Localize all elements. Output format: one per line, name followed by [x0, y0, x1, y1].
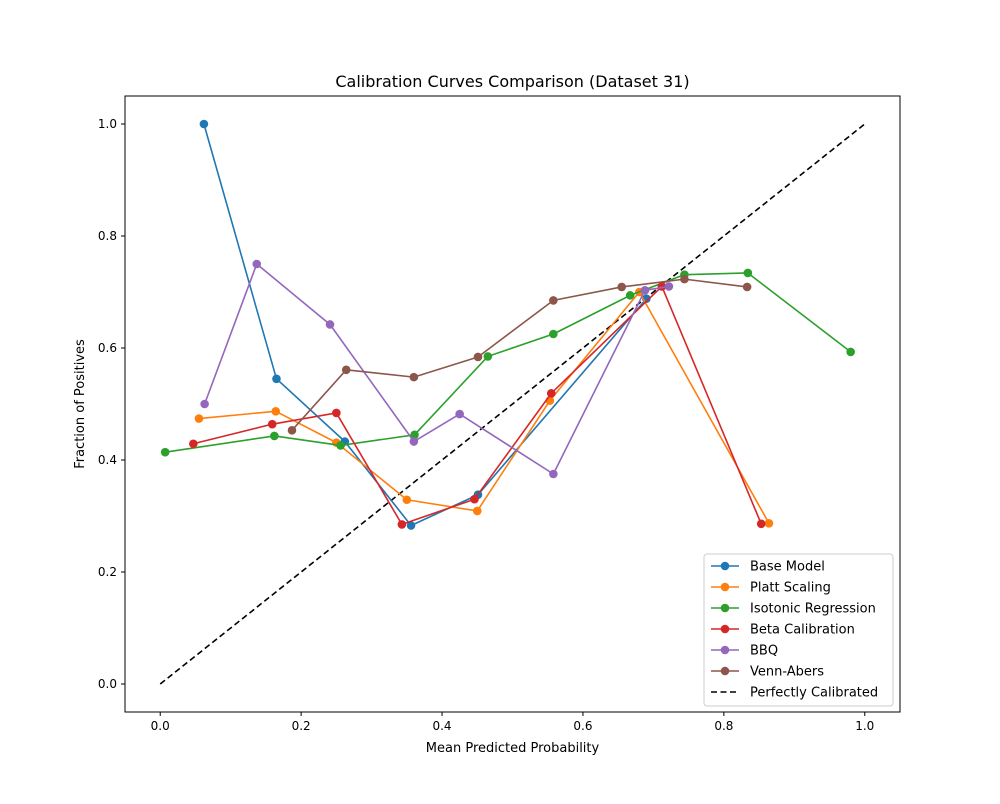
legend-label-isotonic-regression: Isotonic Regression	[750, 602, 876, 617]
x-axis-label: Mean Predicted Probability	[426, 741, 600, 756]
beta-calibration-point	[267, 419, 277, 429]
venn-abers-point	[473, 352, 483, 362]
isotonic-regression-point	[743, 268, 753, 278]
beta-calibration-point	[756, 519, 766, 529]
isotonic-regression-line	[165, 272, 852, 453]
platt-scaling-point	[764, 518, 774, 528]
legend-label-platt-scaling: Platt Scaling	[750, 581, 831, 596]
x-tick-label: 0.2	[292, 719, 311, 733]
beta-calibration-point	[546, 389, 556, 398]
isotonic-regression-point	[483, 352, 493, 361]
base-model-point	[272, 374, 281, 384]
platt-scaling-line	[198, 291, 770, 524]
bbq-point	[549, 469, 558, 479]
beta-calibration-line	[193, 285, 762, 526]
series-venn-abers	[287, 274, 752, 435]
x-tick-label: 0.8	[714, 719, 733, 733]
series-bbq	[200, 259, 674, 479]
y-tick-label: 0.0	[98, 677, 117, 691]
x-tick-label: 1.0	[855, 719, 874, 733]
venn-abers-point	[617, 282, 627, 292]
legend-label-beta-calibration: Beta Calibration	[750, 623, 855, 638]
venn-abers-point	[742, 282, 752, 292]
beta-calibration-point	[332, 408, 341, 418]
platt-scaling-point	[402, 495, 412, 505]
venn-abers-point	[549, 296, 558, 305]
venn-abers-point	[341, 365, 351, 375]
x-axis-ticks: 0.0 0.2 0.4 0.6 0.8 1.0	[151, 712, 874, 733]
bbq-point	[252, 259, 262, 269]
venn-abers-point	[409, 372, 419, 382]
legend-marker-isotonic-regression	[720, 603, 730, 613]
y-tick-label: 0.6	[98, 341, 117, 355]
x-tick-label: 0.0	[151, 719, 170, 733]
legend-label-perfectly-calibrated: Perfectly Calibrated	[750, 686, 878, 701]
isotonic-regression-point	[160, 447, 170, 457]
platt-scaling-point	[271, 406, 281, 416]
beta-calibration-point	[470, 494, 479, 504]
beta-calibration-point	[397, 520, 407, 529]
bbq-point	[325, 320, 335, 329]
x-tick-label: 0.6	[573, 719, 592, 733]
bbq-point	[640, 286, 650, 295]
series-layer	[160, 119, 855, 530]
venn-abers-line	[291, 278, 748, 431]
beta-calibration-point	[189, 439, 198, 449]
legend-marker-beta-calibration	[720, 624, 730, 634]
y-tick-label: 0.2	[98, 565, 117, 579]
series-isotonic-regression	[160, 268, 855, 457]
base-model-point	[199, 119, 209, 129]
legend-marker-bbq	[720, 645, 730, 655]
series-beta-calibration	[189, 282, 766, 529]
x-tick-label: 0.4	[432, 719, 451, 733]
perfectly-calibrated-line	[159, 123, 866, 685]
isotonic-regression-point	[270, 431, 279, 441]
y-tick-label: 0.4	[98, 453, 117, 467]
venn-abers-point	[680, 274, 689, 284]
chart-title: Calibration Curves Comparison (Dataset 3…	[335, 72, 689, 91]
y-axis-ticks: 0.0 0.2 0.4 0.6 0.8 1.0	[98, 117, 125, 691]
base-model-point	[406, 521, 416, 530]
isotonic-regression-point	[549, 329, 558, 339]
platt-scaling-point	[194, 414, 204, 423]
bbq-point	[200, 399, 209, 409]
bbq-point	[455, 409, 464, 419]
legend-box	[703, 553, 894, 707]
plot-frame	[124, 95, 901, 713]
platt-scaling-point	[472, 506, 482, 516]
isotonic-regression-point	[846, 347, 855, 357]
reference-layer	[159, 123, 866, 685]
venn-abers-point	[287, 426, 297, 435]
bbq-line	[203, 263, 670, 475]
y-axis-label: Fraction of Positives	[73, 339, 88, 469]
bbq-point	[664, 282, 674, 291]
legend-marker-base-model	[720, 561, 730, 571]
legend: Base Model Platt Scaling Isotonic Regressi…	[703, 553, 894, 707]
bbq-point	[409, 437, 419, 446]
y-tick-label: 0.8	[98, 229, 117, 243]
legend-label-bbq: BBQ	[750, 644, 778, 659]
legend-label-base-model: Base Model	[750, 560, 825, 575]
legend-marker-venn-abers	[720, 666, 730, 676]
legend-label-venn-abers: Venn-Abers	[750, 665, 824, 680]
isotonic-regression-point	[625, 291, 635, 300]
isotonic-regression-point	[336, 441, 345, 450]
isotonic-regression-point	[410, 430, 419, 440]
y-tick-label: 1.0	[98, 117, 117, 131]
legend-marker-platt-scaling	[720, 582, 730, 592]
